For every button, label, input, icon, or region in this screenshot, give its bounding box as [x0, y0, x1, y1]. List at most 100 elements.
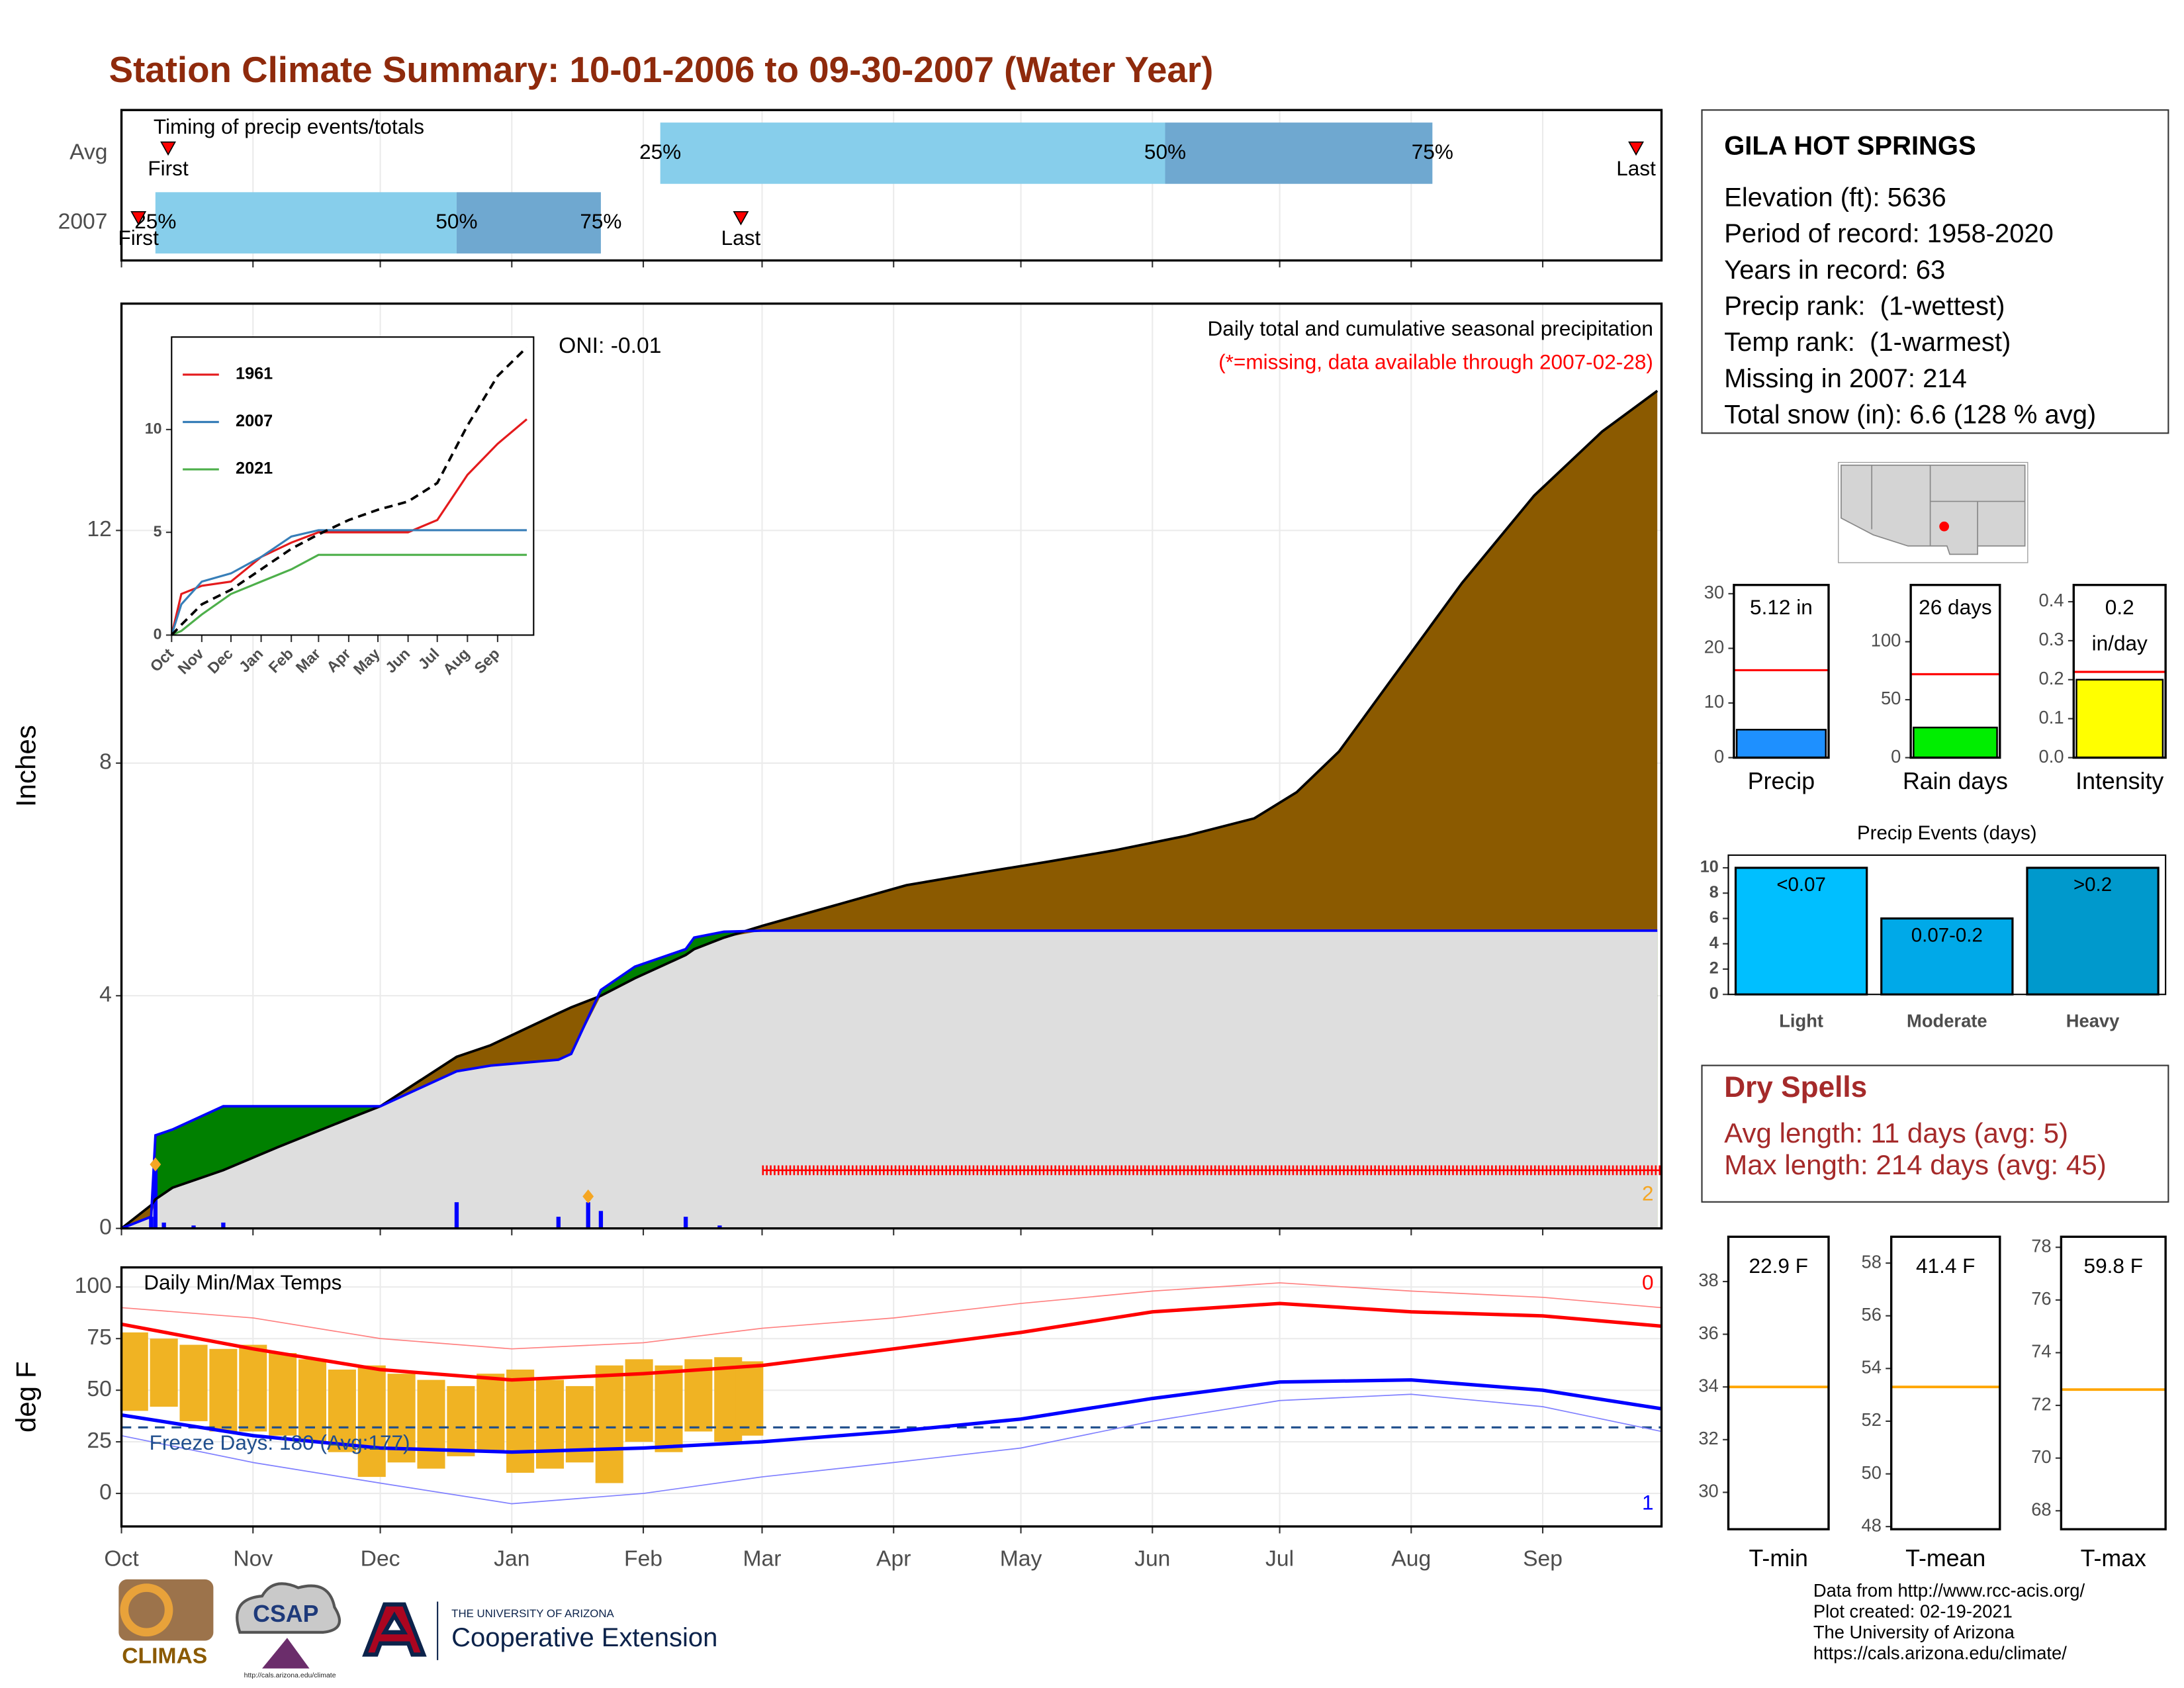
- legend-label: 1961: [236, 365, 273, 383]
- bin-label: >0.2: [2073, 874, 2112, 896]
- y-tick-label: 50: [1862, 1462, 1882, 1483]
- snow-marker: [150, 1157, 161, 1172]
- x-tick-label: Sep: [1523, 1546, 1563, 1571]
- line: [170, 346, 528, 636]
- y-tick-label: 10: [1700, 858, 1719, 876]
- x-tick-label: Moderate: [1907, 1011, 1987, 1031]
- value-label-box: 26 days: [1919, 596, 1992, 620]
- temp-range-bar: [535, 1380, 565, 1469]
- event-label: Last: [721, 226, 761, 250]
- panel-border: [1909, 583, 2001, 759]
- y-tick-label: 0: [154, 626, 162, 643]
- temp-range-bar: [209, 1348, 238, 1432]
- coop-extension: Cooperative Extension: [451, 1623, 717, 1652]
- temp-line: [121, 1393, 1662, 1505]
- y-tick-label: 10: [145, 420, 162, 437]
- cumulative-line: [120, 929, 1658, 1230]
- value-label: 5.12 in: [1750, 596, 1813, 620]
- daily-precip-bar: [683, 1217, 688, 1229]
- panel-border: [1889, 1235, 2001, 1530]
- temp-range-bar: [447, 1385, 475, 1456]
- oni-label: ONI: -0.01: [559, 334, 661, 358]
- corner-label: 0: [1642, 1270, 1654, 1294]
- dry-spells-box: [1701, 1064, 2169, 1203]
- y-tick-label: 0.0: [2039, 746, 2064, 767]
- panel-background: [2061, 1237, 2166, 1530]
- value-label: 41.4 F: [1916, 1254, 1975, 1278]
- daily-precip-bar: [161, 1222, 166, 1229]
- value-label-box: 0.2 in/day: [2092, 596, 2148, 655]
- legend-label: 2007: [236, 412, 273, 430]
- y-tick-label: 50: [1881, 688, 1901, 708]
- bar: [1880, 917, 2014, 996]
- y-tick-label: 76: [2031, 1288, 2051, 1309]
- y-tick-label: 25: [87, 1429, 111, 1453]
- value-label: 59.8 F: [2084, 1254, 2143, 1278]
- y-tick-label: 100: [75, 1274, 112, 1298]
- y-tick-label: 10: [1704, 691, 1724, 712]
- logos: CLIMAS CSAP http://cals.arizona.edu/clim…: [118, 1579, 717, 1679]
- y-tick-label: 78: [2031, 1235, 2051, 1256]
- y-tick-label: 8: [99, 750, 112, 774]
- line: [171, 553, 527, 636]
- daily-precip-bar: [598, 1211, 604, 1229]
- csap-logo: CSAP: [253, 1601, 318, 1627]
- temp-range-bar: [735, 1361, 764, 1436]
- panel-title: Timing of precip events/totals: [154, 115, 424, 138]
- temp-range-bar: [595, 1365, 623, 1483]
- station-info: Total snow (in): 6.6 (128 % avg): [1724, 400, 2096, 430]
- quartile-bar: [155, 192, 457, 254]
- line: [170, 418, 528, 635]
- x-tick-label: Oct: [104, 1546, 139, 1571]
- y-tick-label: 0: [1714, 746, 1724, 767]
- daily-precip-bar: [717, 1225, 722, 1229]
- temp-range-bar: [239, 1344, 267, 1432]
- y-tick-label: 54: [1862, 1357, 1882, 1378]
- daily-precip-bar: [221, 1222, 226, 1229]
- footer-line: https://cals.arizona.edu/climate/: [1813, 1643, 2067, 1664]
- temp-line: [121, 1282, 1662, 1350]
- corner-label: 1: [1642, 1491, 1654, 1515]
- x-axis-label: T-mean: [1905, 1545, 1985, 1571]
- panel-border: [1727, 854, 2167, 996]
- event-label: First: [118, 226, 159, 250]
- value-label: 22.9 F: [1749, 1254, 1808, 1278]
- y-tick-label: 30: [1704, 582, 1724, 602]
- y-tick-label: 52: [1862, 1409, 1882, 1430]
- freeze-days: Freeze Days: 180 (Avg:177): [150, 1430, 410, 1454]
- x-tick-label: Mar: [743, 1546, 782, 1571]
- temp-line: [121, 1378, 1662, 1454]
- y-tick-label: 0: [99, 1480, 112, 1505]
- x-tick-label: Heavy: [2066, 1011, 2120, 1031]
- quartile-bar: [660, 122, 1165, 184]
- panel-border: [120, 302, 1663, 1230]
- y-tick-label: 6: [1709, 908, 1719, 927]
- x-tick-label: Jan: [494, 1546, 529, 1571]
- row-label: Avg: [69, 140, 107, 164]
- climas-logo: CLIMAS: [122, 1644, 207, 1669]
- temp-range-bar: [477, 1374, 505, 1452]
- ua-name: THE UNIVERSITY OF ARIZONA: [451, 1607, 614, 1620]
- event-marker: [130, 211, 147, 226]
- x-axis-label: T-max: [2081, 1545, 2146, 1571]
- footer-line: Plot created: 02-19-2021: [1813, 1601, 2013, 1622]
- temp-line: [121, 1301, 1662, 1382]
- y-tick-label: 20: [1704, 637, 1724, 657]
- row-label: 2007: [58, 210, 108, 234]
- y-tick-label: 50: [87, 1377, 111, 1401]
- value-label-box: 5.12 in: [1750, 596, 1813, 620]
- y-tick-label: 32: [1698, 1428, 1718, 1448]
- cumulative-line: [120, 389, 1659, 1230]
- y-tick-label: 0: [1891, 746, 1901, 767]
- temp-range-bar: [298, 1359, 327, 1442]
- y-tick-label: 8: [1709, 883, 1719, 902]
- y-tick-label: 34: [1698, 1375, 1718, 1395]
- y-tick-label: 58: [1862, 1251, 1882, 1272]
- quartile-label: 50%: [435, 209, 477, 233]
- bar: [2026, 867, 2160, 996]
- station-name: GILA HOT SPRINGS: [1724, 132, 1976, 161]
- line: [170, 529, 527, 635]
- panel-background: [1728, 1237, 1829, 1530]
